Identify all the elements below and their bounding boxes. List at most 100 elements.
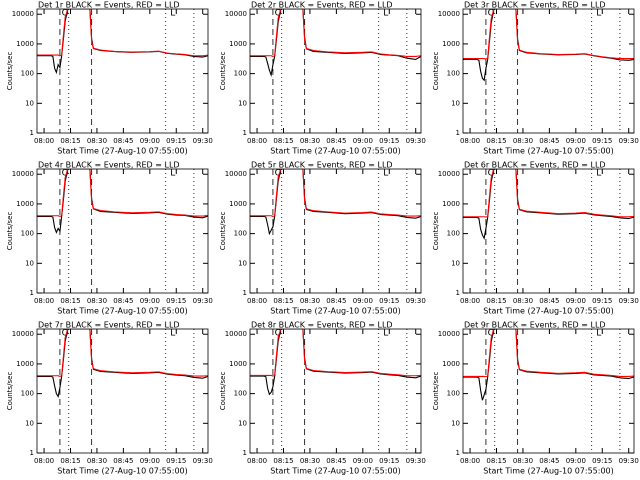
y-tick-label: 1000 <box>229 360 247 368</box>
annotation: O <box>62 169 69 179</box>
x-tick-label: 09:15 <box>379 137 399 145</box>
y-tick-label: 1000 <box>16 200 34 208</box>
x-tick-label: 09:15 <box>166 297 186 305</box>
x-tick-label: 09:15 <box>379 297 399 305</box>
y-tick-label: 1000 <box>442 200 460 208</box>
plot-frame <box>36 8 209 134</box>
annotation: L <box>170 329 175 339</box>
x-axis-label: Start Time (27-Aug-10 07:55:00) <box>270 307 401 316</box>
x-tick-label: 08:00 <box>34 297 54 305</box>
x-tick-label: 08:00 <box>247 297 267 305</box>
x-axis-label: Start Time (27-Aug-10 07:55:00) <box>57 467 188 476</box>
y-tick-label: 1000 <box>16 40 34 48</box>
y-tick-label: 100 <box>447 390 460 398</box>
x-tick-label: 08:45 <box>113 457 133 465</box>
x-tick-label: 08:30 <box>87 137 107 145</box>
x-tick-label: 08:45 <box>113 137 133 145</box>
x-tick-label: 08:00 <box>247 137 267 145</box>
annotation: L <box>170 169 175 179</box>
y-tick-label: 1 <box>30 129 34 137</box>
y-axis-label: Counts/sec <box>432 372 440 411</box>
x-tick-label: 08:30 <box>87 297 107 305</box>
y-tick-label: 10 <box>451 419 460 427</box>
series-line <box>37 329 208 377</box>
series-line <box>37 9 208 57</box>
y-tick-label: 10 <box>25 99 34 107</box>
y-tick-label: 1 <box>30 449 34 457</box>
x-tick-label: 09:15 <box>166 137 186 145</box>
x-tick-label: 08:00 <box>247 457 267 465</box>
plot-frame <box>249 168 422 294</box>
annotation: L <box>383 9 388 19</box>
y-axis-label: Counts/sec <box>219 212 227 251</box>
x-tick-label: 09:00 <box>140 297 160 305</box>
annotation: L <box>596 9 601 19</box>
x-tick-label: 08:45 <box>113 297 133 305</box>
x-tick-label: 08:00 <box>34 137 54 145</box>
x-tick-label: 08:15 <box>486 137 506 145</box>
x-tick-label: 09:30 <box>193 457 213 465</box>
x-tick-label: 09:15 <box>166 457 186 465</box>
x-tick-label: 09:15 <box>592 137 612 145</box>
x-tick-label: 09:00 <box>353 457 373 465</box>
y-tick-label: 100 <box>21 230 34 238</box>
annotation: O <box>488 169 495 179</box>
y-tick-label: 100 <box>234 70 247 78</box>
y-tick-label: 1000 <box>229 40 247 48</box>
y-axis-label: Counts/sec <box>6 52 14 91</box>
series-line <box>463 9 634 60</box>
x-axis-label: Start Time (27-Aug-10 07:55:00) <box>483 467 614 476</box>
chart-title: Det 4r BLACK = Events, RED = LLD <box>38 161 180 170</box>
annotation: L <box>596 169 601 179</box>
y-tick-label: 1000 <box>229 200 247 208</box>
x-tick-label: 08:15 <box>60 297 80 305</box>
x-tick-label: 09:00 <box>566 137 586 145</box>
x-tick-label: 09:00 <box>140 137 160 145</box>
plot-frame <box>249 328 422 454</box>
y-tick-label: 10 <box>238 99 247 107</box>
y-axis-label: Counts/sec <box>432 212 440 251</box>
y-axis-label: Counts/sec <box>219 372 227 411</box>
y-tick-label: 10000 <box>225 10 247 18</box>
annotation: L <box>596 329 601 339</box>
y-tick-label: 1 <box>243 129 247 137</box>
annotation: O <box>62 329 69 339</box>
y-tick-label: 1 <box>243 449 247 457</box>
x-tick-label: 09:30 <box>406 137 426 145</box>
chart-panel: Det 2r BLACK = Events, RED = LLD Start Ti… <box>219 1 426 156</box>
y-axis-label: Counts/sec <box>219 52 227 91</box>
series-line <box>463 169 634 218</box>
x-tick-label: 09:30 <box>193 137 213 145</box>
annotation: O <box>62 9 69 19</box>
plot-frame <box>36 168 209 294</box>
x-tick-label: 09:15 <box>379 457 399 465</box>
x-tick-label: 08:30 <box>513 297 533 305</box>
x-tick-label: 09:30 <box>406 457 426 465</box>
y-tick-label: 10 <box>238 259 247 267</box>
y-tick-label: 100 <box>447 70 460 78</box>
y-tick-label: 100 <box>21 390 34 398</box>
x-tick-label: 08:30 <box>87 457 107 465</box>
annotation: L <box>170 9 175 19</box>
x-axis-label: Start Time (27-Aug-10 07:55:00) <box>483 147 614 156</box>
x-tick-label: 09:15 <box>592 457 612 465</box>
x-tick-label: 08:45 <box>539 457 559 465</box>
y-tick-label: 10000 <box>12 10 34 18</box>
x-tick-label: 09:00 <box>566 457 586 465</box>
x-tick-label: 09:00 <box>353 297 373 305</box>
y-tick-label: 10000 <box>438 10 460 18</box>
chart-panel: Det 8r BLACK = Events, RED = LLD Start Ti… <box>219 321 426 476</box>
y-axis-label: Counts/sec <box>6 212 14 251</box>
x-tick-label: 08:00 <box>460 297 480 305</box>
x-tick-label: 08:30 <box>513 137 533 145</box>
chart-panel: Det 6r BLACK = Events, RED = LLD Start Ti… <box>432 161 639 316</box>
annotation: O <box>275 9 282 19</box>
y-tick-label: 1000 <box>442 40 460 48</box>
chart-panel: Det 9r BLACK = Events, RED = LLD Start Ti… <box>432 321 639 476</box>
chart-panel: Det 1r BLACK = Events, RED = LLD Start Ti… <box>6 1 213 156</box>
y-tick-label: 1 <box>456 449 460 457</box>
x-tick-label: 08:15 <box>486 457 506 465</box>
x-tick-label: 08:15 <box>273 297 293 305</box>
y-tick-label: 1000 <box>442 360 460 368</box>
